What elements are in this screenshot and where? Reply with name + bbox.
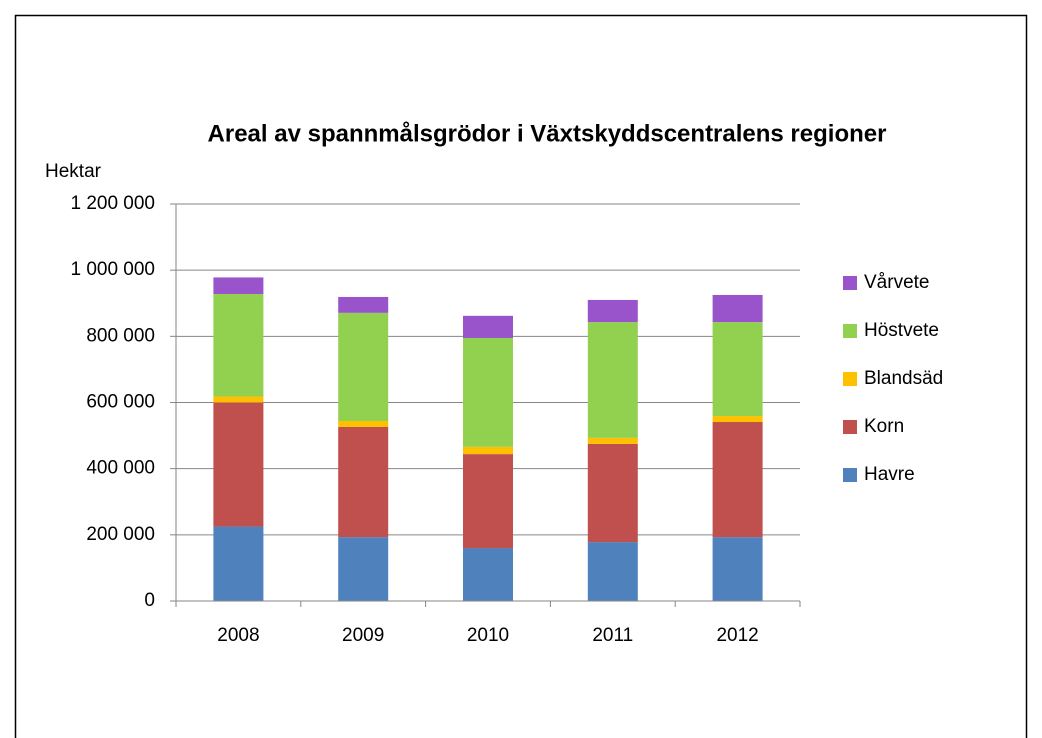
- bar-segment: [587, 443, 638, 543]
- x-tick-label: 2012: [716, 625, 758, 646]
- bar-segment: [463, 446, 513, 455]
- y-axis-label: Hektar: [45, 161, 102, 182]
- x-tick-label: 2010: [467, 625, 509, 646]
- bar-segment: [712, 537, 763, 601]
- bar-segment: [338, 537, 389, 601]
- y-tick-label: 0: [144, 590, 155, 611]
- bar-segment: [338, 312, 389, 422]
- y-tick-label: 200 000: [86, 524, 155, 545]
- bar-segment: [213, 293, 264, 397]
- bar-segment: [712, 294, 763, 323]
- legend-swatch: [843, 276, 857, 290]
- legend-swatch: [843, 324, 857, 338]
- legend-label: Blandsäd: [864, 368, 943, 389]
- bar-segment: [712, 422, 763, 538]
- x-tick-label: 2008: [217, 625, 259, 646]
- y-tick-label: 800 000: [86, 325, 155, 346]
- legend-label: Havre: [864, 464, 915, 485]
- y-tick-label: 400 000: [86, 458, 155, 479]
- chart-title: Areal av spannmålsgrödor i Växtskyddscen…: [208, 120, 887, 147]
- bar-segment: [463, 315, 513, 338]
- bar-segment: [463, 454, 513, 549]
- legend-swatch: [843, 468, 857, 482]
- legend-label: Höstvete: [864, 320, 939, 341]
- legend-swatch: [843, 420, 857, 434]
- bar-segment: [712, 416, 763, 423]
- bar-segment: [712, 322, 763, 417]
- bar-segment: [587, 542, 638, 601]
- bar-segment: [213, 526, 264, 601]
- y-tick-label: 1 200 000: [70, 193, 155, 214]
- chart-frame: [14, 14, 1028, 738]
- bar-segment: [338, 426, 389, 538]
- x-tick-label: 2011: [592, 625, 633, 646]
- x-tick-label: 2009: [342, 625, 384, 646]
- legend-label: Vårvete: [864, 272, 929, 293]
- bar-segment: [463, 548, 513, 601]
- bar-segment: [587, 437, 638, 444]
- bar-segment: [338, 296, 389, 313]
- y-tick-label: 600 000: [86, 392, 155, 413]
- legend-swatch: [843, 372, 857, 386]
- bar-segment: [213, 277, 264, 294]
- bar-segment: [463, 337, 513, 447]
- legend-label: Korn: [864, 416, 904, 437]
- bar-segment: [587, 299, 638, 323]
- bar-segment: [213, 402, 264, 527]
- bar-segment: [213, 396, 264, 403]
- bar-segment: [587, 322, 638, 438]
- bar-segment: [338, 421, 389, 427]
- y-tick-label: 1 000 000: [70, 259, 155, 280]
